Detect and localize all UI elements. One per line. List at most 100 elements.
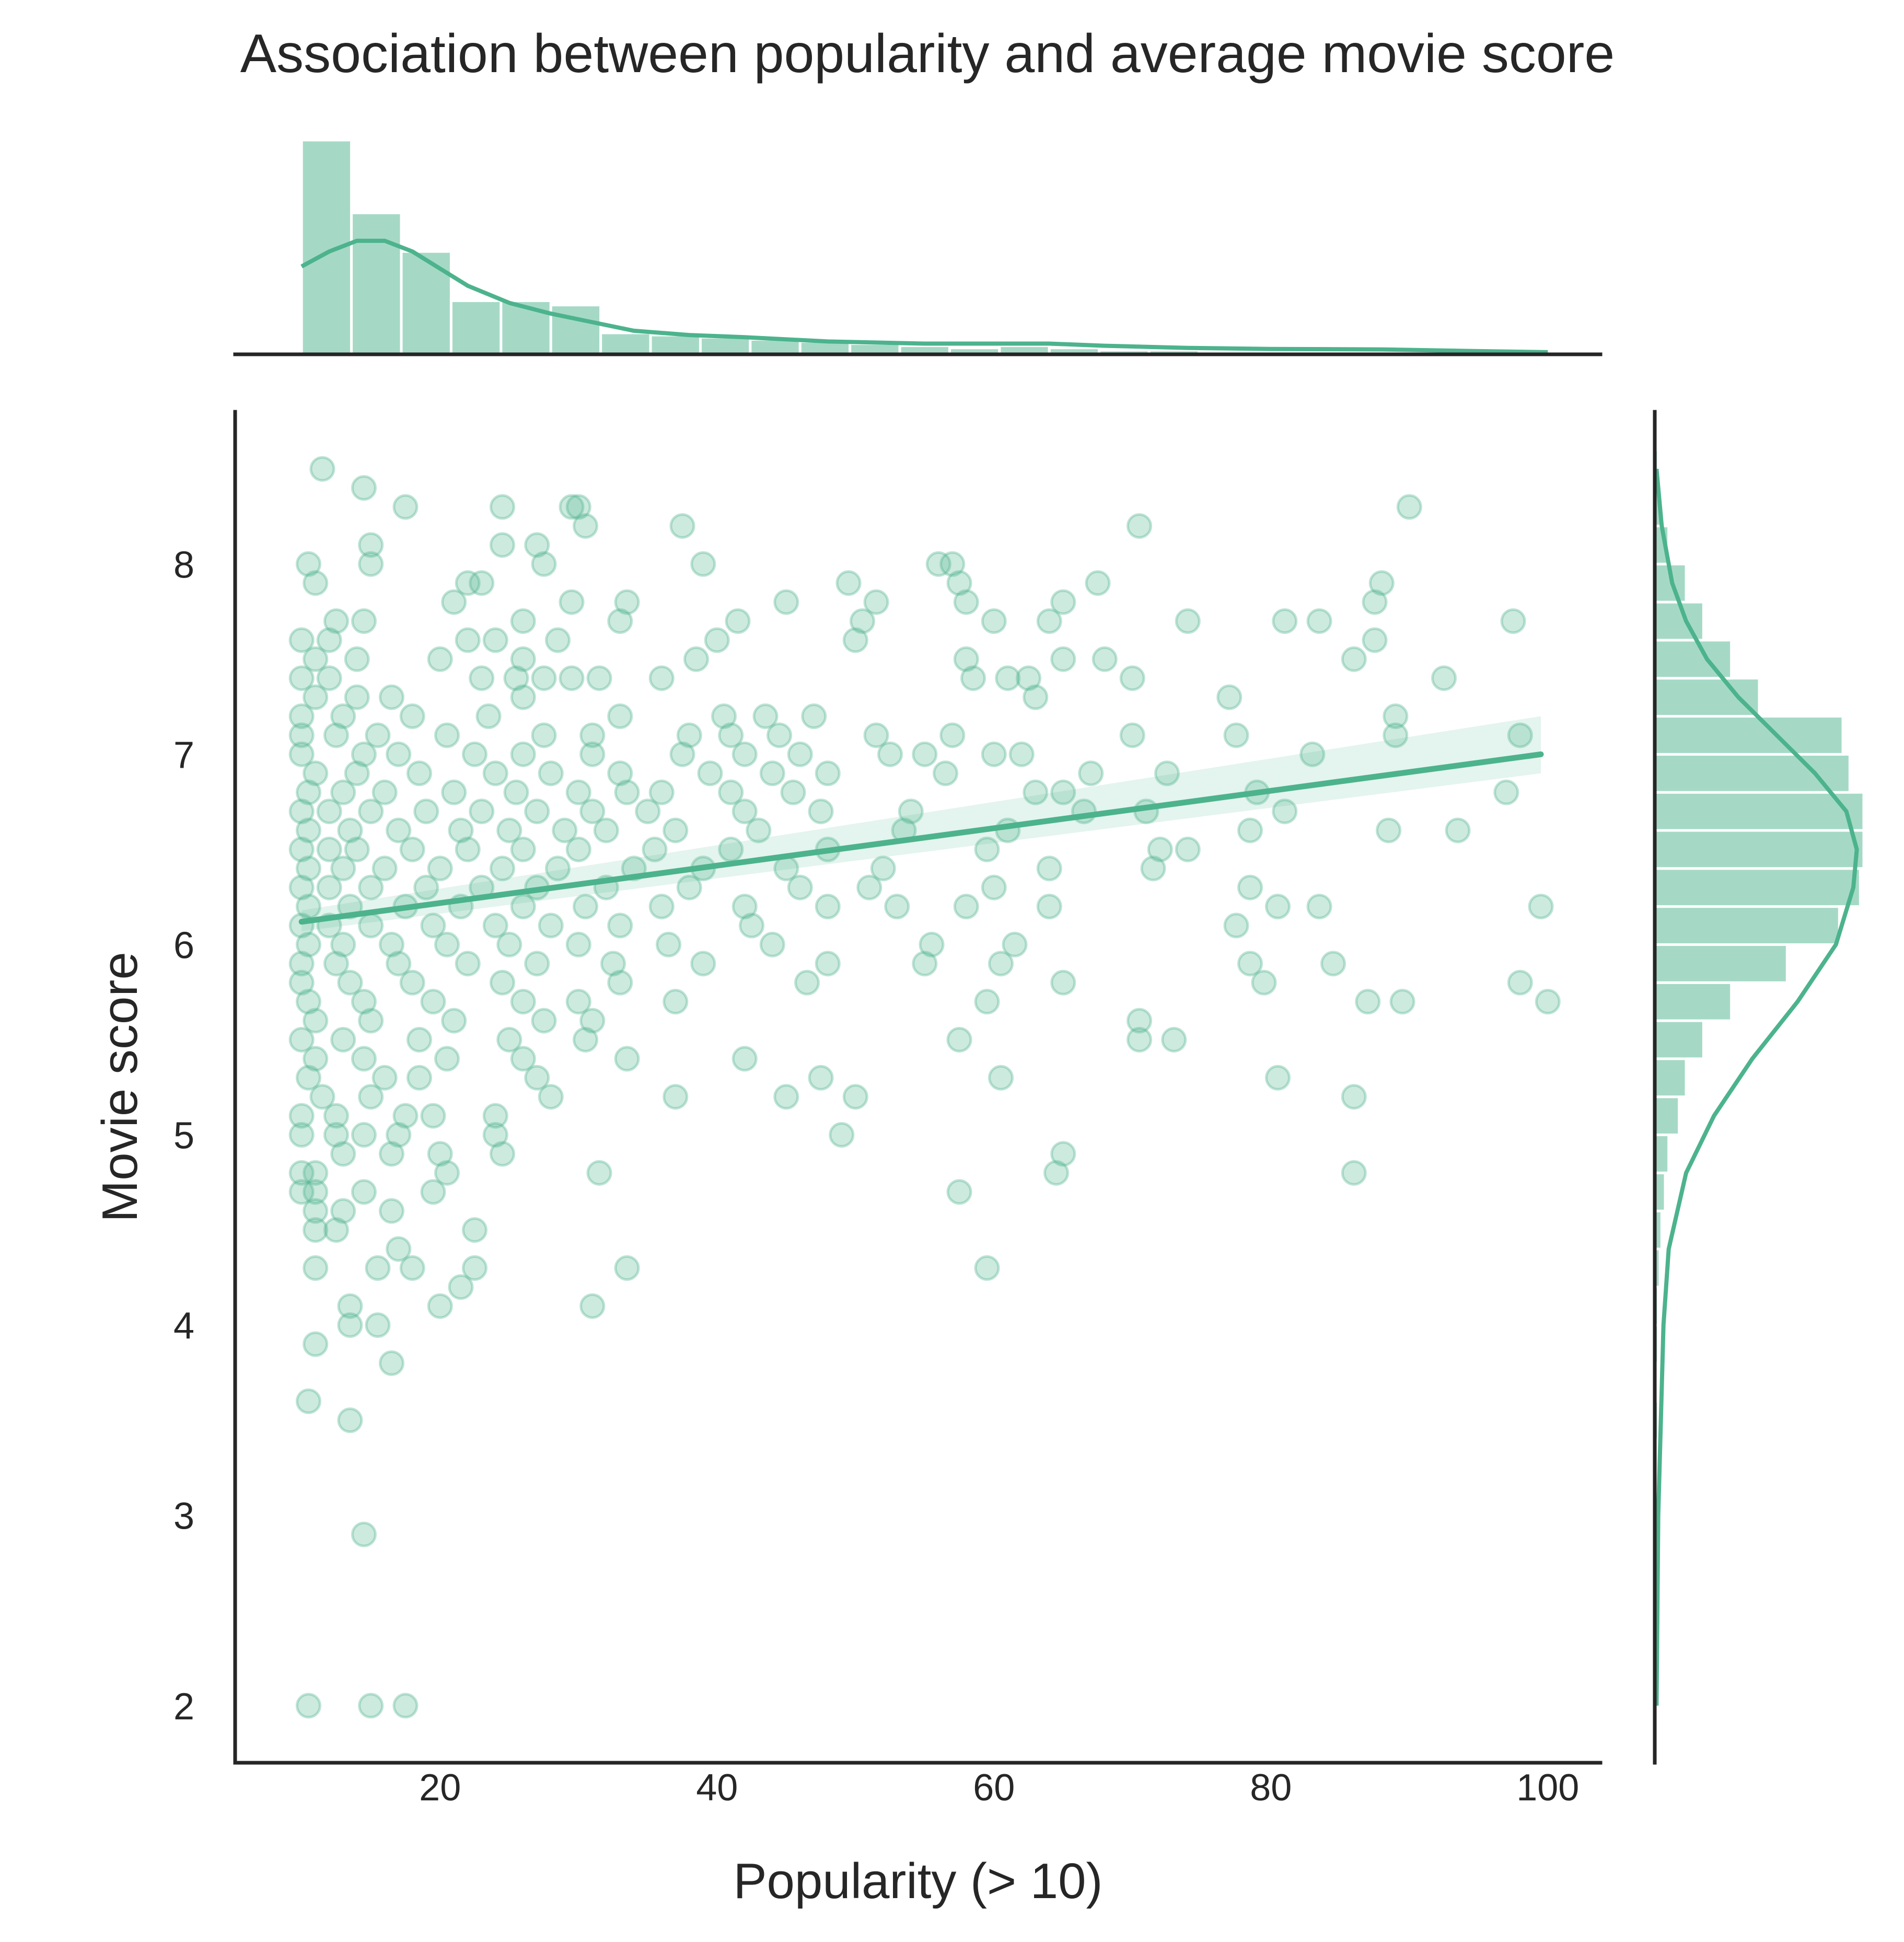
scatter-point	[1008, 741, 1035, 767]
scatter-point	[953, 646, 979, 672]
scatter-point	[690, 551, 716, 577]
scatter-point	[842, 627, 868, 653]
right-histogram-bar	[1653, 943, 1789, 984]
scatter-point	[538, 912, 564, 939]
scatter-point	[330, 779, 356, 805]
scatter-point	[559, 589, 585, 615]
scatter-point	[829, 1122, 855, 1148]
scatter-point	[386, 951, 412, 977]
scatter-point	[586, 1160, 612, 1186]
scatter-point	[427, 646, 453, 672]
scatter-point	[288, 1026, 315, 1053]
scatter-point	[303, 1046, 329, 1072]
scatter-point	[877, 741, 903, 767]
scatter-point	[351, 1122, 377, 1148]
scatter-point	[323, 608, 349, 634]
scatter-point	[1036, 894, 1062, 920]
scatter-point	[953, 894, 979, 920]
scatter-point	[1445, 817, 1471, 843]
scatter-point	[988, 1065, 1014, 1091]
scatter-point	[607, 703, 633, 730]
scatter-point	[489, 494, 515, 520]
scatter-point	[427, 1293, 453, 1319]
scatter-point	[946, 570, 972, 596]
scatter-point	[565, 931, 591, 957]
scatter-point	[434, 722, 460, 748]
scatter-point	[544, 856, 571, 882]
scatter-point	[531, 665, 557, 691]
scatter-point	[351, 1179, 377, 1205]
scatter-point	[614, 589, 640, 615]
scatter-point	[323, 1103, 349, 1129]
scatter-point	[406, 1065, 432, 1091]
right-histogram-bar	[1653, 1019, 1705, 1060]
scatter-point	[378, 1198, 404, 1224]
scatter-point	[655, 931, 681, 957]
scatter-point	[538, 760, 564, 787]
scatter-point	[579, 799, 606, 825]
y-tick-labels: 2 3 4 5 6 7 8	[173, 544, 194, 1728]
scatter-point	[794, 969, 820, 996]
scatter-point	[288, 1160, 315, 1186]
scatter-point	[365, 1255, 391, 1281]
scatter-point	[718, 836, 744, 862]
right-histogram-bar	[1653, 981, 1733, 1022]
right-marginal-histogram	[1653, 448, 1865, 1707]
scatter-point	[648, 665, 675, 691]
scatter-point	[815, 894, 841, 920]
scatter-point	[469, 665, 495, 691]
scatter-point	[974, 1255, 1000, 1281]
scatter-point	[351, 741, 377, 767]
scatter-point	[295, 1693, 321, 1719]
right-histogram-bar	[1653, 715, 1844, 756]
scatter-point	[441, 1008, 467, 1034]
scatter-point	[330, 856, 356, 882]
x-tick-label: 80	[1250, 1767, 1292, 1809]
scatter-point	[1237, 817, 1263, 843]
scatter-point	[752, 703, 779, 730]
scatter-point	[482, 1122, 508, 1148]
scatter-point	[365, 1312, 391, 1338]
top-histogram-bar	[350, 211, 403, 356]
scatter-point	[413, 874, 439, 900]
scatter-point	[420, 1103, 446, 1129]
scatter-point	[607, 760, 633, 787]
scatter-point	[358, 1693, 384, 1719]
scatter-point	[1140, 856, 1166, 882]
scatter-point	[572, 1026, 598, 1053]
right-histogram-bar	[1653, 905, 1841, 946]
scatter-point	[378, 931, 404, 957]
scatter-point	[718, 722, 744, 748]
scatter-point	[773, 589, 799, 615]
scatter-point	[1119, 665, 1145, 691]
x-tick-labels: 20 40 60 80 100	[419, 1767, 1579, 1809]
scatter-point	[759, 760, 785, 787]
scatter-point	[303, 646, 329, 672]
scatter-point	[1272, 799, 1298, 825]
scatter-point	[295, 779, 321, 805]
axes-lines	[233, 352, 1657, 1765]
scatter-point	[344, 836, 370, 862]
scatter-point	[351, 989, 377, 1015]
scatter-point	[295, 551, 321, 577]
scatter-point	[974, 836, 1000, 862]
top-histogram-bar	[449, 299, 503, 356]
scatter-point	[974, 989, 1000, 1015]
scatter-point	[316, 627, 342, 653]
scatter-point	[787, 741, 813, 767]
scatter-point	[337, 1312, 363, 1338]
scatter-point	[288, 1179, 315, 1205]
scatter-point	[295, 931, 321, 957]
scatter-point	[579, 1008, 606, 1034]
scatter-point	[1050, 969, 1076, 996]
scatter-point	[323, 722, 349, 748]
scatter-point	[711, 703, 737, 730]
scatter-point	[406, 760, 432, 787]
scatter-point	[330, 1198, 356, 1224]
scatter-point	[392, 1103, 419, 1129]
scatter-point	[1036, 608, 1062, 634]
scatter-point	[863, 722, 889, 748]
scatter-point	[1341, 646, 1367, 672]
scatter-point	[669, 513, 695, 539]
scatter-point	[455, 570, 481, 596]
